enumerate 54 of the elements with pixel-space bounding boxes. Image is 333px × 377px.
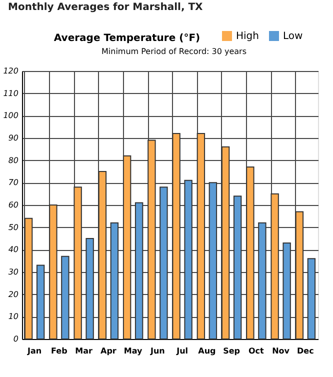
text: Monthly Averages for Marshall, TX bbox=[8, 2, 204, 13]
bar bbox=[184, 180, 192, 340]
legend-label: Low bbox=[283, 31, 303, 42]
x-tick-label: Jan bbox=[26, 346, 42, 356]
bar bbox=[61, 256, 70, 340]
x-tick-label: Feb bbox=[51, 346, 68, 356]
y-tick-label: 80 bbox=[8, 156, 18, 165]
bar bbox=[307, 258, 316, 340]
legend-label: High bbox=[236, 31, 259, 42]
bar bbox=[208, 182, 218, 340]
bar bbox=[36, 264, 45, 340]
bar bbox=[246, 166, 254, 340]
x-tick-label: Sep bbox=[223, 346, 240, 356]
x-tick-label: Jun bbox=[150, 346, 166, 356]
bar bbox=[270, 193, 279, 340]
y-tick-label: 100 bbox=[3, 111, 18, 120]
y-tick-label: 30 bbox=[8, 268, 18, 276]
bar bbox=[258, 222, 266, 340]
x-tick-label: Nov bbox=[272, 346, 290, 356]
bar bbox=[24, 218, 33, 340]
bar bbox=[233, 196, 242, 340]
x-tick-label: Mar bbox=[75, 346, 93, 356]
y-tick-label: 10 bbox=[8, 312, 18, 322]
bar bbox=[134, 202, 144, 340]
x-tick-label: Oct bbox=[248, 346, 264, 356]
bar bbox=[86, 238, 94, 340]
y-tick-label: 70 bbox=[8, 178, 18, 188]
chart-subtitle: Minimum Period of Record: 30 years bbox=[102, 47, 246, 56]
bar bbox=[172, 133, 180, 340]
x-tick-label: Aug bbox=[198, 346, 216, 356]
x-tick-label: Apr bbox=[100, 346, 116, 356]
bar bbox=[221, 146, 230, 340]
bar bbox=[74, 186, 82, 340]
bar bbox=[98, 171, 107, 340]
y-tick-label: 0 bbox=[13, 334, 18, 344]
bar bbox=[110, 222, 119, 340]
y-tick-label: 120 bbox=[3, 66, 18, 76]
x-tick-label: May bbox=[124, 346, 144, 356]
x-tick-label: Jul bbox=[176, 346, 188, 356]
bar bbox=[49, 204, 58, 340]
y-tick-label: 20 bbox=[8, 290, 18, 299]
chart-title: Average Temperature (°F) bbox=[54, 33, 200, 44]
y-tick-label: 110 bbox=[3, 88, 18, 98]
bar bbox=[160, 186, 168, 340]
bar bbox=[295, 211, 304, 340]
bar bbox=[196, 133, 206, 340]
y-tick-label: 50 bbox=[8, 222, 18, 232]
bar bbox=[148, 140, 156, 340]
y-tick-label: 60 bbox=[8, 200, 18, 210]
x-tick-label: Dec bbox=[297, 346, 314, 356]
bar bbox=[122, 155, 132, 340]
bar bbox=[282, 242, 291, 340]
y-tick-label: 40 bbox=[8, 245, 18, 254]
y-tick-label: 90 bbox=[8, 134, 18, 142]
